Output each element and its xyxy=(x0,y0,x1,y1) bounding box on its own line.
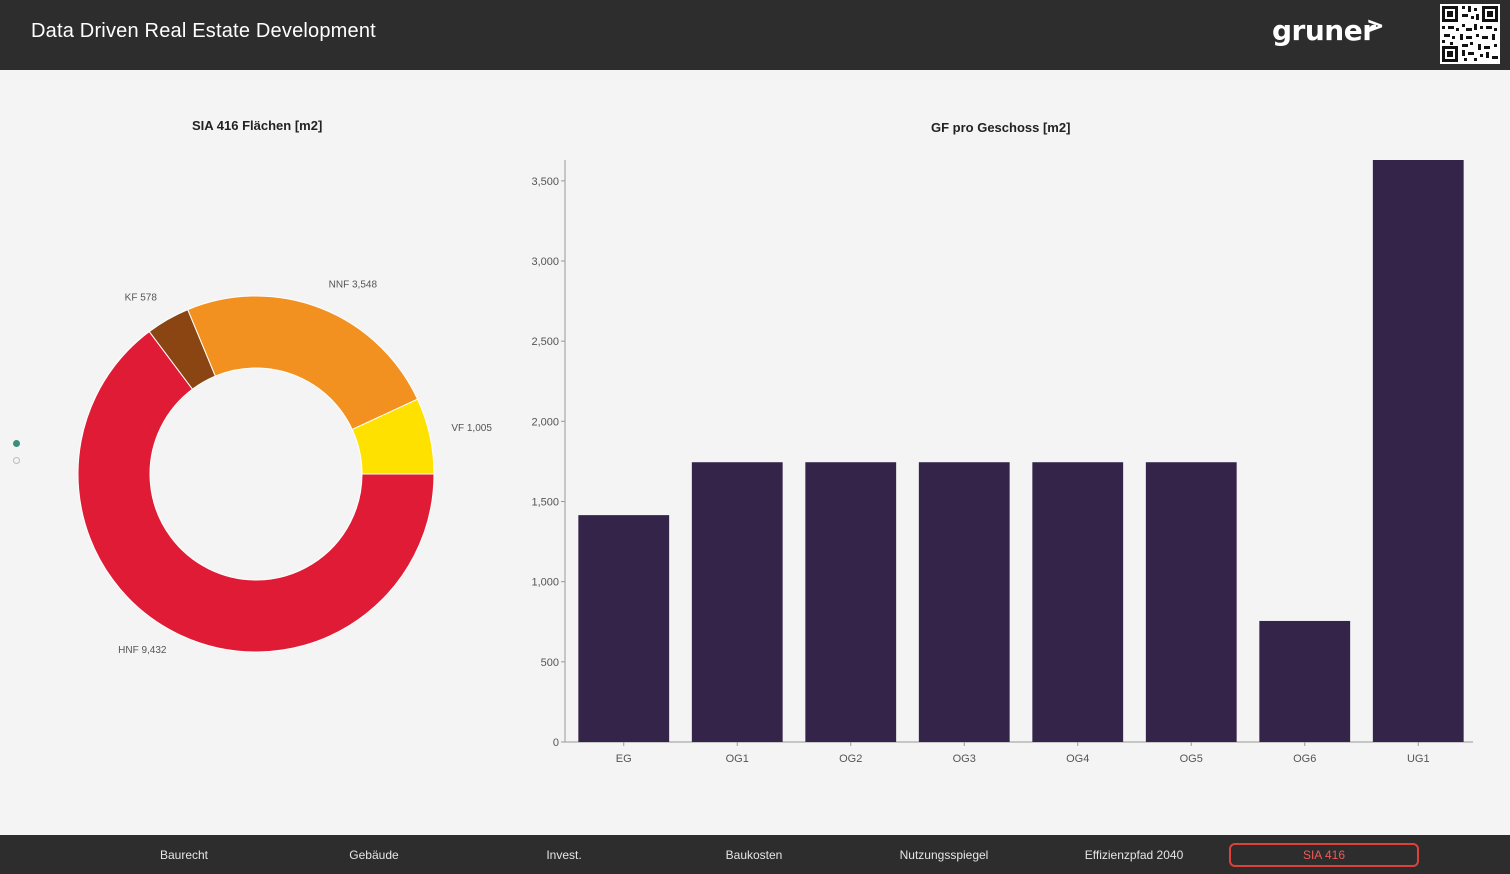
app-title: Data Driven Real Estate Development xyxy=(31,20,376,42)
x-tick-label: OG4 xyxy=(1066,753,1089,765)
nav-sia416[interactable]: SIA 416 xyxy=(1229,843,1419,867)
donut-slice-nnf[interactable] xyxy=(187,295,419,431)
x-tick-label: OG5 xyxy=(1180,753,1203,765)
y-tick-label: 2,000 xyxy=(531,416,559,428)
bar-ug1[interactable] xyxy=(1372,160,1464,742)
bar-og1[interactable] xyxy=(691,462,783,742)
x-tick-label: UG1 xyxy=(1407,753,1430,765)
donut-label-kf: KF 578 xyxy=(125,292,158,303)
y-tick-label: 2,500 xyxy=(531,336,559,348)
bar-og6[interactable] xyxy=(1259,620,1351,742)
nav-gebaeude[interactable]: Gebäude xyxy=(349,848,399,862)
nav-effizienzpfad[interactable]: Effizienzpfad 2040 xyxy=(1084,848,1184,862)
page-dot-active[interactable] xyxy=(13,440,20,447)
y-tick-label: 3,500 xyxy=(531,176,559,188)
qr-code-icon xyxy=(1440,4,1500,64)
page-indicator xyxy=(12,440,22,470)
y-tick-label: 3,000 xyxy=(531,256,559,268)
nav-baurecht[interactable]: Baurecht xyxy=(159,848,209,862)
bar-og2[interactable] xyxy=(805,462,897,742)
gruner-logo: gruner xyxy=(1272,14,1376,47)
x-tick-label: OG3 xyxy=(953,753,976,765)
app-header: Data Driven Real Estate Development grun… xyxy=(0,0,1510,70)
nav-baukosten[interactable]: Baukosten xyxy=(725,848,783,862)
donut-chart: HNF 9,432 KF 578 NNF 3,548 VF 1,005 xyxy=(77,280,492,656)
donut-slice-hnf[interactable] xyxy=(77,330,435,653)
bar-chart: 0 500 1,000 1,500 2,000 2,500 3,000 3,500 EG OG1 O… xyxy=(531,160,1473,765)
bar-og4[interactable] xyxy=(1032,462,1124,742)
bottom-nav: Baurecht Gebäude Invest. Baukosten Nutzu… xyxy=(0,835,1510,874)
y-tick-label: 1,000 xyxy=(531,577,559,589)
x-tick-label: OG1 xyxy=(726,753,749,765)
y-tick-label: 0 xyxy=(553,737,559,749)
donut-label-nnf: NNF 3,548 xyxy=(329,280,378,291)
gruner-logo-arrow-icon: > xyxy=(1366,14,1385,39)
pie-chart-title: SIA 416 Flächen [m2] xyxy=(192,118,323,133)
charts-canvas: HNF 9,432 KF 578 NNF 3,548 VF 1,005 0 500 1,0… xyxy=(77,160,1473,765)
y-tick-label: 500 xyxy=(541,657,559,669)
y-tick-label: 1,500 xyxy=(531,497,559,509)
nav-nutzungsspiegel[interactable]: Nutzungsspiegel xyxy=(899,848,989,862)
x-tick-label: OG6 xyxy=(1293,753,1316,765)
x-tick-label: OG2 xyxy=(839,753,862,765)
bar-eg[interactable] xyxy=(578,515,670,742)
donut-slice-vf[interactable] xyxy=(351,398,435,475)
donut-label-hnf: HNF 9,432 xyxy=(118,645,167,656)
x-tick-label: EG xyxy=(616,753,632,765)
bar-og3[interactable] xyxy=(918,462,1010,742)
bar-og5[interactable] xyxy=(1145,462,1237,742)
donut-label-vf: VF 1,005 xyxy=(451,423,492,434)
nav-invest[interactable]: Invest. xyxy=(546,848,582,862)
bar-chart-title: GF pro Geschoss [m2] xyxy=(931,120,1071,135)
page-dot-inactive[interactable] xyxy=(13,457,20,464)
